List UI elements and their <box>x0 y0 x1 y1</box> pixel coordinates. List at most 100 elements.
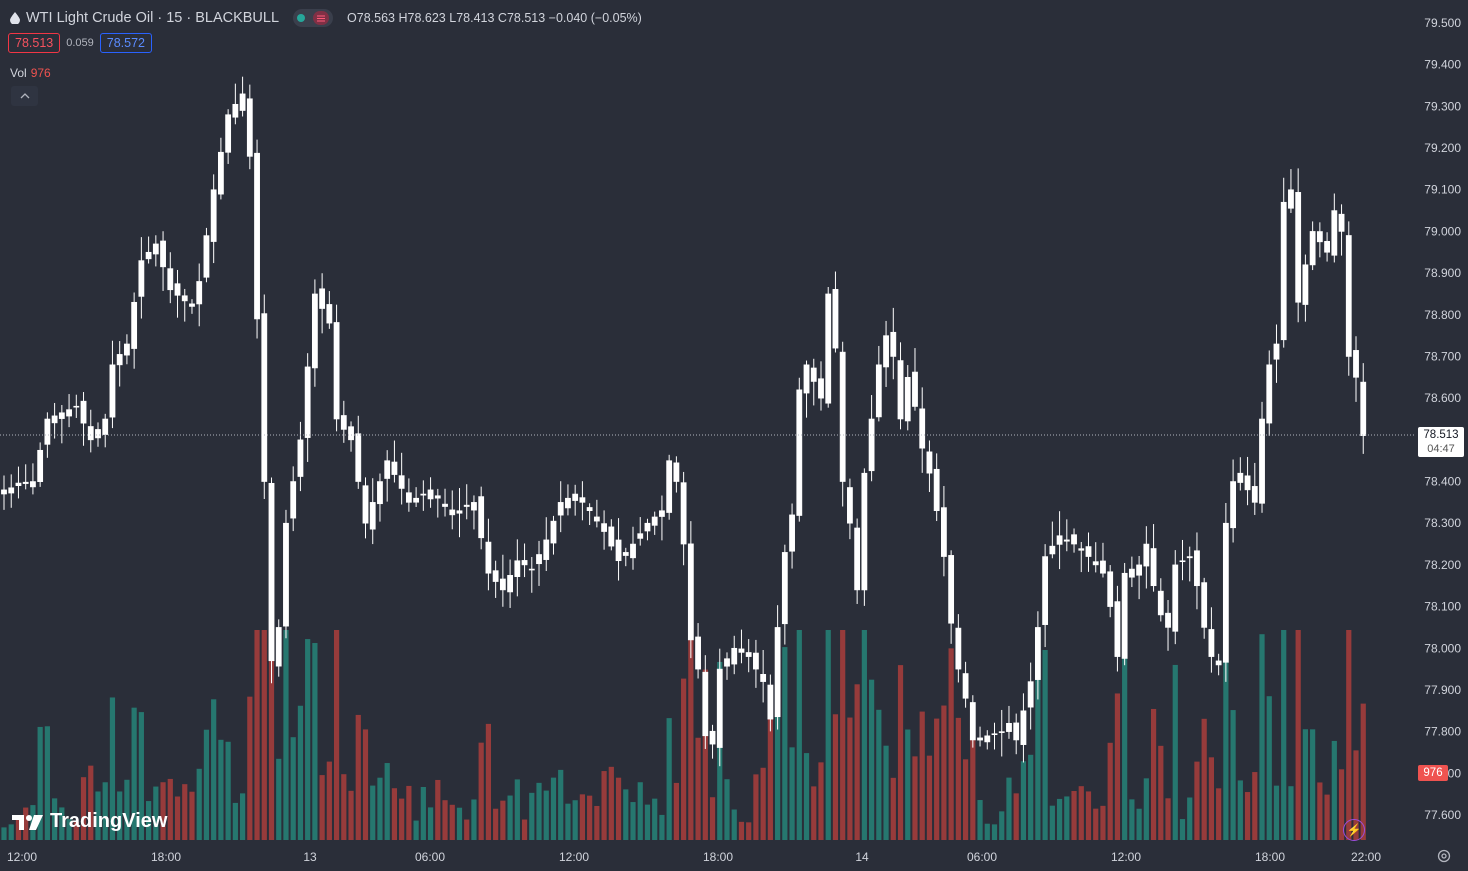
candle-body <box>189 303 195 307</box>
candle-body <box>897 360 904 420</box>
candle-body <box>225 114 232 153</box>
volume-bar <box>59 807 65 840</box>
price-tick-label: 78.100 <box>1424 600 1461 614</box>
candle-body <box>940 507 947 557</box>
volume-bar <box>1187 797 1193 840</box>
market-status-toggle[interactable] <box>293 9 334 27</box>
candle-body <box>1034 627 1041 680</box>
candle-body <box>1360 381 1367 436</box>
candle-body <box>1121 572 1128 659</box>
volume-bar <box>138 712 144 840</box>
lightning-icon[interactable]: ⚡ <box>1343 819 1365 841</box>
candles <box>1 76 1367 767</box>
collapse-legend-button[interactable] <box>11 86 38 106</box>
candle-body <box>753 652 759 670</box>
volume-bar <box>695 737 701 840</box>
volume-bar <box>1244 792 1251 840</box>
candle-body <box>969 702 976 741</box>
volume-bar <box>37 726 43 840</box>
volume-bar <box>1310 729 1316 840</box>
sell-button[interactable]: 78.513 <box>8 33 61 53</box>
volume-bar <box>1281 630 1287 840</box>
volume-bar <box>1179 819 1186 840</box>
buy-button[interactable]: 78.572 <box>99 33 152 53</box>
candle-body <box>507 575 513 593</box>
volume-bar <box>854 684 860 840</box>
open-label: O <box>347 11 357 25</box>
volume-bar <box>182 784 188 840</box>
candle-body <box>51 415 58 424</box>
candle-body <box>485 541 492 574</box>
candle-body <box>37 449 44 482</box>
gear-icon[interactable] <box>1436 848 1452 864</box>
volume-bar <box>1324 794 1330 840</box>
price-axis[interactable]: 79.500 79.400 79.300 79.200 79.100 79.000 78.9… <box>1424 16 1461 822</box>
volume-bar <box>1295 630 1301 840</box>
volume-bar <box>290 737 296 840</box>
volume-bar <box>1259 634 1265 840</box>
candle-body <box>1179 560 1186 563</box>
tradingview-logo[interactable]: TradingView <box>12 810 167 833</box>
volume-bar <box>825 630 831 840</box>
candle-body <box>1027 681 1034 708</box>
volume-bar <box>276 758 282 840</box>
candle-body <box>66 409 72 417</box>
candle-body <box>268 482 275 662</box>
symbol-title[interactable]: WTI Light Crude Oil · 15 · BLACKBULL <box>26 10 280 26</box>
volume-bar <box>558 769 564 840</box>
volume-bar <box>977 800 983 840</box>
time-tick-label: 22:00 <box>1351 850 1381 864</box>
volume-bar <box>15 816 22 840</box>
volume-bar <box>1122 647 1128 840</box>
volume-bar <box>247 696 253 840</box>
volume-bar <box>1028 754 1034 840</box>
price-tick-label: 78.900 <box>1424 266 1461 280</box>
candle-body <box>181 295 188 302</box>
volume-bar <box>608 766 614 840</box>
volume-bar <box>536 782 542 840</box>
volume-bar <box>659 814 665 840</box>
candle-body <box>1114 601 1121 657</box>
candle-body <box>369 502 376 530</box>
candle-body <box>1143 543 1150 567</box>
volume-bar <box>579 794 585 840</box>
candle-body <box>1 489 7 495</box>
candle-body <box>1244 475 1251 491</box>
candle-body <box>1078 548 1085 551</box>
volume-bar <box>652 798 658 840</box>
price-tick-label: 79.500 <box>1424 16 1461 30</box>
candle-body <box>1128 568 1135 578</box>
candle-body <box>622 552 629 556</box>
open-value: 78.563 <box>356 11 396 25</box>
volume-bar <box>702 669 708 840</box>
volume-bar <box>1208 757 1215 840</box>
candle-body <box>1266 364 1273 424</box>
price-tick-label: 79.300 <box>1424 99 1461 113</box>
volume-bar <box>782 647 788 840</box>
candle-body <box>601 523 607 532</box>
volume-bar <box>926 755 933 840</box>
volume-bar <box>333 630 340 840</box>
volume-bar <box>109 697 116 840</box>
volume-bar <box>1216 788 1222 840</box>
candle-body <box>832 289 839 349</box>
volume-bar <box>456 807 463 840</box>
candle-body <box>1345 235 1352 357</box>
volume-bar <box>529 792 535 840</box>
volume-bar <box>803 753 810 840</box>
volume-bar <box>1302 729 1308 840</box>
time-axis[interactable]: 12:00 18:00 13 06:00 12:00 18:00 14 06:00 12:00 1… <box>7 850 1381 864</box>
candle-body <box>102 418 109 435</box>
candle-body <box>1273 343 1280 360</box>
price-tick-label: 78.600 <box>1424 391 1461 405</box>
volume-bar <box>811 786 817 840</box>
volume-bar <box>681 678 687 840</box>
volume-legend: Vol 976 <box>10 66 51 80</box>
volume-bar <box>738 821 745 840</box>
volume-bar <box>1266 696 1272 840</box>
candle-body <box>659 510 665 517</box>
candle-body <box>644 522 651 532</box>
volume-bar <box>124 779 130 840</box>
candle-body <box>875 364 882 418</box>
